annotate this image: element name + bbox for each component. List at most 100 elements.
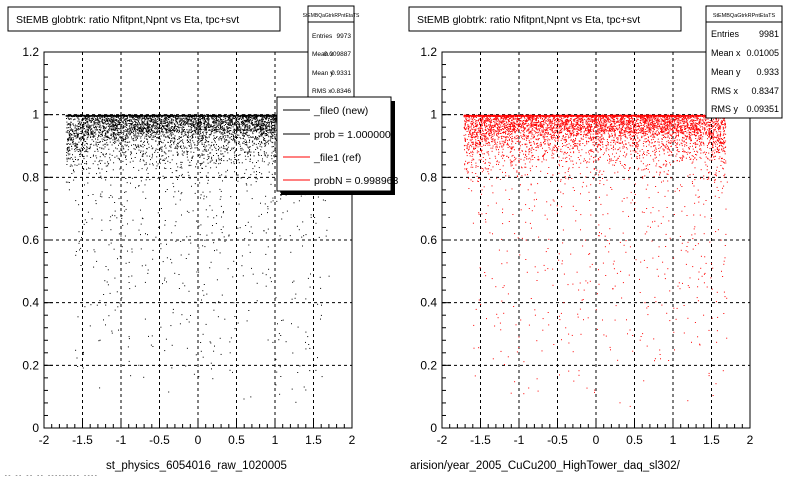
- scatter-point: [143, 376, 145, 378]
- scatter-point: [168, 115, 170, 117]
- scatter-point: [249, 160, 251, 162]
- scatter-point: [130, 119, 132, 121]
- scatter-point: [187, 136, 188, 138]
- scatter-point: [254, 129, 256, 131]
- scatter-point: [251, 128, 253, 130]
- scatter-point: [116, 125, 118, 127]
- scatter-point: [275, 297, 277, 299]
- scatter-point: [154, 128, 156, 130]
- scatter-point: [221, 294, 223, 296]
- scatter-point: [225, 124, 226, 125]
- scatter-point: [114, 202, 116, 203]
- scatter-point: [158, 118, 160, 120]
- scatter-point: [74, 133, 76, 134]
- scatter-point: [79, 154, 81, 156]
- scatter-point: [164, 224, 166, 226]
- scatter-point: [79, 156, 81, 157]
- scatter-point: [152, 139, 154, 141]
- scatter-point: [145, 162, 147, 164]
- scatter-point: [191, 157, 193, 159]
- scatter-point: [266, 121, 268, 123]
- scatter-point: [86, 161, 87, 163]
- scatter-point: [246, 120, 247, 122]
- scatter-point: [192, 155, 194, 157]
- scatter-point: [92, 130, 94, 132]
- scatter-point: [207, 162, 209, 164]
- scatter-point: [110, 119, 112, 121]
- scatter-point: [75, 159, 76, 160]
- scatter-point: [255, 177, 257, 179]
- scatter-point: [102, 130, 104, 132]
- scatter-point: [194, 126, 195, 128]
- scatter-point: [192, 125, 194, 126]
- scatter-point: [230, 127, 232, 129]
- scatter-point: [184, 146, 186, 148]
- scatter-point: [213, 116, 215, 118]
- scatter-point: [195, 354, 197, 356]
- scatter-point: [141, 176, 142, 178]
- scatter-point: [196, 124, 198, 126]
- scatter-point: [247, 153, 248, 155]
- scatter-point: [103, 118, 105, 120]
- scatter-point: [177, 155, 179, 156]
- scatter-point: [270, 119, 272, 121]
- scatter-point: [122, 224, 124, 226]
- scatter-point: [265, 118, 267, 120]
- scatter-point: [206, 293, 208, 295]
- scatter-point: [188, 131, 190, 133]
- scatter-point: [198, 127, 200, 129]
- scatter-point: [80, 150, 82, 151]
- scatter-point: [156, 161, 157, 163]
- scatter-point: [147, 173, 149, 174]
- scatter-point: [202, 128, 204, 130]
- scatter-point: [137, 117, 139, 119]
- scatter-point: [200, 133, 202, 135]
- scatter-point: [168, 156, 170, 158]
- scatter-point: [145, 130, 147, 131]
- scatter-point: [81, 132, 83, 134]
- scatter-point: [207, 154, 209, 156]
- scatter-point: [207, 118, 209, 120]
- scatter-point: [79, 123, 81, 125]
- scatter-point: [238, 118, 240, 119]
- scatter-point: [68, 123, 70, 125]
- scatter-point: [101, 160, 103, 162]
- scatter-point: [204, 129, 206, 130]
- scatter-point: [69, 129, 71, 131]
- scatter-point: [234, 117, 236, 119]
- scatter-point: [259, 131, 261, 133]
- scatter-point: [244, 172, 246, 174]
- scatter-point: [268, 139, 270, 141]
- scatter-point: [165, 147, 167, 149]
- scatter-point: [152, 118, 154, 120]
- scatter-point: [105, 119, 107, 121]
- scatter-point: [242, 123, 244, 125]
- scatter-point: [219, 175, 221, 177]
- scatter-point: [186, 135, 188, 137]
- scatter-point: [136, 147, 137, 149]
- scatter-point: [94, 129, 96, 131]
- scatter-point: [235, 120, 237, 122]
- scatter-point: [83, 132, 85, 134]
- scatter-point: [272, 125, 274, 126]
- scatter-point: [213, 309, 215, 311]
- scatter-point: [99, 125, 101, 127]
- scatter-point: [182, 154, 184, 156]
- scatter-point: [84, 184, 85, 186]
- scatter-point: [258, 138, 260, 140]
- scatter-point: [68, 157, 70, 159]
- scatter-point: [215, 115, 217, 117]
- scatter-point: [119, 255, 121, 257]
- scatter-point: [69, 143, 71, 145]
- scatter-point: [275, 129, 277, 131]
- scatter-point: [225, 148, 227, 150]
- scatter-point: [140, 234, 141, 236]
- scatter-point: [97, 122, 99, 124]
- scatter-point: [179, 121, 181, 123]
- scatter-point: [123, 130, 125, 132]
- scatter-point: [126, 124, 128, 126]
- scatter-point: [244, 128, 246, 130]
- scatter-point: [203, 145, 204, 147]
- scatter-point: [101, 132, 103, 134]
- scatter-point: [229, 120, 231, 122]
